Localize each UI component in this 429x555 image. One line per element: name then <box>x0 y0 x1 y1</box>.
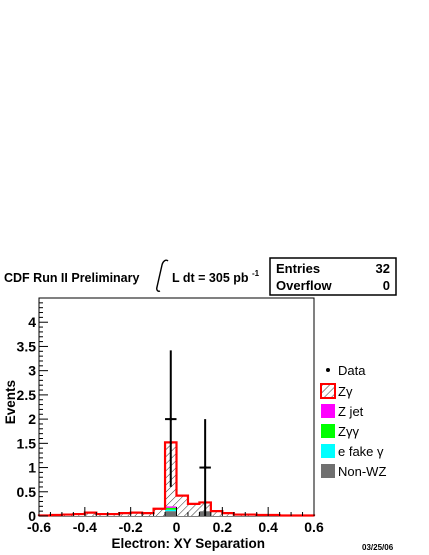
legend-swatch <box>320 383 336 399</box>
legend-label: Zγ <box>338 384 353 399</box>
y-axis: 0 0.5 1 1.5 2 2.5 3 3.5 4 <box>17 297 48 524</box>
bar-non-wz <box>165 511 177 516</box>
x-tick-label: 0 <box>173 519 181 535</box>
legend-label: Non-WZ <box>338 464 386 479</box>
legend-label: e fake γ <box>338 444 384 459</box>
data-points <box>165 350 211 516</box>
y-tick-label: 0.5 <box>17 484 37 500</box>
luminosity-label: L dt = 305 pb -1 <box>172 269 260 285</box>
bar-zγ <box>187 503 200 516</box>
bar-zγ <box>119 513 131 516</box>
overflow-label: Overflow <box>276 278 333 293</box>
data-point <box>169 417 173 421</box>
legend-label: Z jet <box>338 404 364 419</box>
y-tick-label: 2.5 <box>17 387 37 403</box>
bar-zγ <box>176 495 188 516</box>
data-point <box>203 466 207 470</box>
bar-zγγ <box>165 507 177 510</box>
legend: Data Zγ Z jet Zγγ e fake γ Non-WZ <box>320 363 386 479</box>
bar-zγ <box>222 513 234 516</box>
luminosity-exponent: -1 <box>252 269 260 278</box>
stats-box-frame <box>269 257 397 296</box>
x-tick-label: 0.6 <box>304 519 324 535</box>
bar-e-fake-γ <box>165 509 177 512</box>
x-tick-label: -0.4 <box>73 519 97 535</box>
bar-z-jet <box>165 506 177 508</box>
bar-zγ <box>130 512 143 516</box>
x-axis: -0.6 -0.4 -0.2 0 0.2 0.4 0.6 <box>27 507 324 535</box>
y-axis-title: Events <box>3 380 18 424</box>
y-tick-label: 3.5 <box>17 338 37 354</box>
entries-value: 32 <box>376 261 390 276</box>
luminosity-text: L dt = 305 pb <box>172 271 249 285</box>
stats-box: Entries 32 Overflow 0 <box>269 257 397 296</box>
legend-label: Zγγ <box>338 424 359 439</box>
x-axis-title: Electron: XY Separation <box>111 536 265 551</box>
plot-area: -0.6 -0.4 -0.2 0 0.2 0.4 0.6 0 0.5 1 1.5 2 2.5 3 3.5 4 <box>17 297 324 535</box>
legend-label: Data <box>338 363 366 378</box>
y-tick-label: 1.5 <box>17 435 37 451</box>
entries-label: Entries <box>276 261 320 276</box>
y-tick-label: 0 <box>28 508 36 524</box>
bar-zγ <box>210 511 223 516</box>
date-stamp: 03/25/06 <box>362 543 394 552</box>
legend-swatch <box>321 444 335 458</box>
bar-zγ <box>84 512 97 516</box>
y-tick-label: 1 <box>28 460 36 476</box>
x-tick-label: -0.6 <box>27 519 51 535</box>
x-tick-label: 0.2 <box>213 519 233 535</box>
bar-zγ <box>153 508 166 516</box>
legend-data-marker <box>326 368 330 372</box>
y-tick-label: 2 <box>28 411 36 427</box>
y-tick-label: 4 <box>28 314 36 330</box>
overflow-value: 0 <box>383 278 390 293</box>
legend-swatch <box>321 424 335 438</box>
y-tick-label: 3 <box>28 363 36 379</box>
x-tick-label: 0.4 <box>258 519 278 535</box>
collaboration-label: CDF Run II Preliminary <box>4 271 139 285</box>
legend-swatch <box>321 404 335 418</box>
legend-swatch <box>321 464 335 478</box>
x-tick-label: -0.2 <box>119 519 143 535</box>
bar-zγ <box>142 513 154 516</box>
integral-sign <box>156 259 169 292</box>
